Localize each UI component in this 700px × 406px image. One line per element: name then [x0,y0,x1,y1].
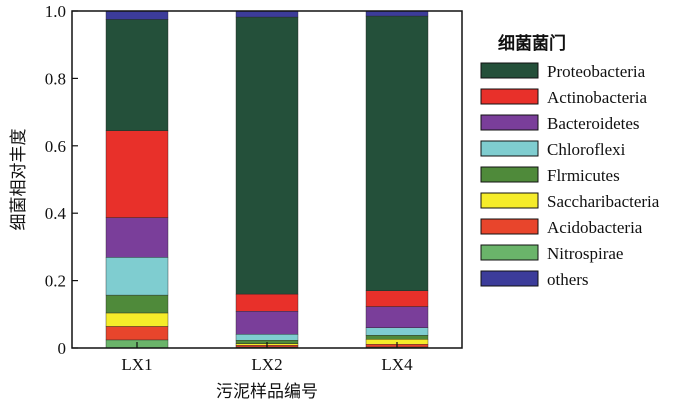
legend-swatch-flrmicutes [480,166,539,183]
bar-segment-actinobacteria-lx4 [365,290,429,307]
bar-segment-others-lx2 [235,10,299,18]
y-axis-label: 细菌相对丰度 [9,129,29,231]
legend-swatch-actinobacteria [480,88,539,105]
x-tick-label: LX1 [121,355,152,374]
legend-swatch-proteobacteria [480,62,539,79]
legend-swatch-chloroflexi [480,140,539,157]
legend-swatch-acidobacteria [480,218,539,235]
y-tick-label: 0.8 [45,69,66,88]
y-tick-label: 1.0 [45,2,66,21]
x-axis-label: 污泥样品编号 [216,382,318,402]
legend-label-acidobacteria: Acidobacteria [547,218,643,237]
legend-title: 细菌菌门 [498,33,566,54]
bar-segment-bacteroidetes-lx2 [235,311,299,335]
x-axis: LX1 LX2 LX4 [121,342,413,374]
bar-segment-flrmicutes-lx1 [105,294,169,314]
legend-label-bacteroidetes: Bacteroidetes [547,114,640,133]
bar-segment-saccharibacteria-lx1 [105,312,169,327]
y-tick-label: 0 [58,339,67,358]
bar-segment-bacteroidetes-lx4 [365,306,429,328]
y-axis: 0 0.2 0.4 0.6 0.8 1.0 [45,2,78,358]
bar-segment-chloroflexi-lx1 [105,257,169,296]
legend-swatch-saccharibacteria [480,192,539,209]
bar-segment-acidobacteria-lx1 [105,326,169,341]
bar-segment-others-lx1 [105,10,169,20]
legend-label-saccharibacteria: Saccharibacteria [547,192,660,211]
legend-label-chloroflexi: Chloroflexi [547,140,626,159]
bar-segment-proteobacteria-lx1 [105,19,169,131]
legend-label-flrmicutes: Flrmicutes [547,166,620,185]
legend-swatch-bacteroidetes [480,114,539,131]
bar-segment-actinobacteria-lx2 [235,293,299,312]
bars-group [105,10,429,349]
bar-segment-proteobacteria-lx2 [235,16,299,295]
legend-label-nitrospirae: Nitrospirae [547,244,623,263]
bar-segment-proteobacteria-lx4 [365,15,429,291]
x-tick-label: LX2 [251,355,282,374]
legend-label-actinobacteria: Actinobacteria [547,88,648,107]
legend-label-proteobacteria: Proteobacteria [547,62,646,81]
bar-segment-actinobacteria-lx1 [105,130,169,218]
bar-segment-others-lx4 [365,10,429,17]
y-tick-label: 0.6 [45,137,66,156]
legend-swatch-others [480,270,539,287]
legend-label-others: others [547,270,589,289]
x-tick-label: LX4 [381,355,413,374]
bar-segment-chloroflexi-lx2 [235,333,299,341]
bar-segment-flrmicutes-lx4 [365,334,429,340]
y-tick-label: 0.2 [45,272,66,291]
bar-segment-bacteroidetes-lx1 [105,217,169,258]
legend-swatch-nitrospirae [480,244,539,261]
legend: Proteobacteria Actinobacteria Bacteroidete… [480,62,660,289]
bar-segment-chloroflexi-lx4 [365,327,429,336]
y-tick-label: 0.4 [45,204,67,223]
